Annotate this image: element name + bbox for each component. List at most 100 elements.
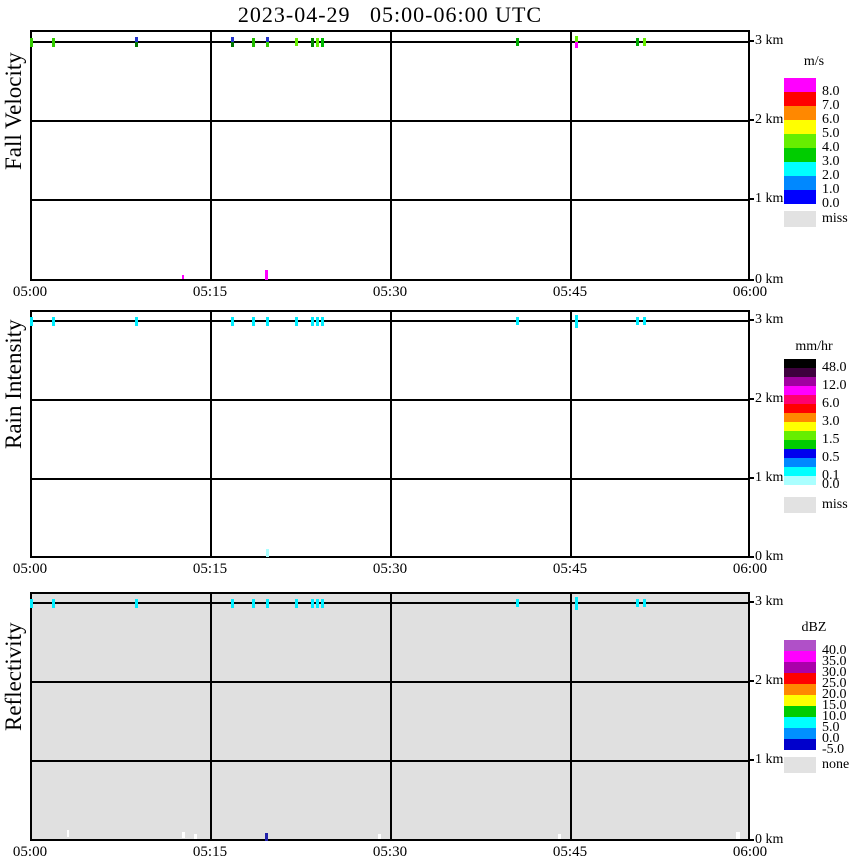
x-axis-tick-label: 05:15 <box>192 284 228 300</box>
colorbar-missing-label: miss <box>822 497 848 512</box>
data-mark <box>316 599 319 608</box>
colorbar-tick-label: 15.0 <box>822 698 847 713</box>
horizontal-gridline <box>32 602 748 604</box>
colorbar-band <box>784 651 816 662</box>
colorbar-tick-label: 5.0 <box>822 720 840 735</box>
data-mark <box>636 317 639 325</box>
data-mark <box>575 597 578 610</box>
colorbar-band <box>784 92 816 106</box>
colorbar-band <box>784 395 816 404</box>
colorbar-missing-label: none <box>822 757 850 772</box>
colorbar-band <box>784 422 816 431</box>
colorbar-missing-band <box>784 757 816 773</box>
horizontal-gridline <box>32 760 748 762</box>
data-mark <box>636 38 639 46</box>
data-mark <box>135 599 138 608</box>
colorbar-band <box>784 386 816 395</box>
colorbar-tick-label: 5.0 <box>822 126 840 141</box>
data-mark <box>311 38 314 47</box>
vertical-gridline <box>210 32 212 279</box>
x-axis-tick-label: 05:00 <box>12 561 48 577</box>
vertical-gridline <box>570 312 572 556</box>
y-axis-tick <box>750 319 754 321</box>
data-mark <box>135 317 138 326</box>
x-axis-tick-label: 05:30 <box>372 561 408 577</box>
y-axis-tick-label: 3 km <box>755 594 784 609</box>
horizontal-gridline <box>32 41 748 43</box>
colorbar-tick-label: 1.0 <box>822 182 840 197</box>
colorbar-band <box>784 176 816 190</box>
colorbar-tick-label: 25.0 <box>822 676 847 691</box>
data-mark <box>52 317 55 326</box>
data-mark <box>52 599 55 608</box>
colorbar-tick-label: 3.0 <box>822 154 840 169</box>
colorbar-tick-label: 48.0 <box>822 360 847 375</box>
colorbar-tick-label: 7.0 <box>822 98 840 113</box>
data-mark <box>252 317 255 326</box>
data-mark <box>266 37 269 47</box>
x-axis-tick-label: 06:00 <box>732 284 768 300</box>
colorbar-band <box>784 706 816 717</box>
x-axis-tick-label: 06:00 <box>732 561 768 577</box>
y-axis-tick-label: 3 km <box>755 312 784 327</box>
data-mark <box>266 599 269 608</box>
vertical-gridline <box>390 594 392 839</box>
data-mark <box>30 38 33 47</box>
x-axis-tick-label: 06:00 <box>732 844 768 860</box>
data-mark <box>295 38 298 46</box>
colorbar-tick-label: 40.0 <box>822 643 847 658</box>
colorbar-missing-band <box>784 497 816 513</box>
colorbar-tick-label: 35.0 <box>822 654 847 669</box>
horizontal-gridline <box>32 120 748 122</box>
colorbar-band <box>784 458 816 467</box>
x-axis-tick-label: 05:15 <box>192 844 228 860</box>
data-mark <box>265 270 268 280</box>
x-axis-tick-label: 05:00 <box>12 844 48 860</box>
colorbar-band <box>784 684 816 695</box>
colorbar-tick-label: 1.5 <box>822 432 840 447</box>
data-mark <box>30 599 33 608</box>
panel-fall-velocity <box>30 30 750 281</box>
colorbar-tick-label: 2.0 <box>822 168 840 183</box>
data-mark <box>295 599 298 608</box>
y-axis-tick-label: 2 km <box>755 391 784 406</box>
data-mark <box>558 834 561 839</box>
y-axis-tick-label: 0 km <box>755 832 784 847</box>
colorbar-tick-label: 6.0 <box>822 112 840 127</box>
data-mark <box>252 599 255 608</box>
y-axis-tick <box>750 119 754 121</box>
colorbar-tick-label: 0.0 <box>822 196 840 211</box>
y-axis-tick-label: 2 km <box>755 112 784 127</box>
x-axis-tick-label: 05:30 <box>372 284 408 300</box>
horizontal-gridline <box>32 478 748 480</box>
x-axis-tick-label: 05:45 <box>552 284 588 300</box>
colorbar-band <box>784 120 816 134</box>
horizontal-gridline <box>32 320 748 322</box>
y-axis-tick <box>750 601 754 603</box>
colorbar-band <box>784 431 816 440</box>
data-mark <box>231 599 234 608</box>
colorbar-rain-intensity <box>784 359 816 485</box>
data-mark <box>736 832 740 839</box>
colorbar-tick-label: 8.0 <box>822 84 840 99</box>
colorbar-band <box>784 695 816 706</box>
data-mark <box>516 38 519 46</box>
colorbar-band <box>784 413 816 422</box>
panel-title-reflectivity: Reflectivity <box>1 622 26 731</box>
y-axis-tick-label: 1 km <box>755 752 784 767</box>
colorbar-band <box>784 739 816 750</box>
data-mark <box>52 38 55 47</box>
data-mark <box>67 830 69 837</box>
data-mark <box>575 315 578 328</box>
colorbar-band <box>784 662 816 673</box>
colorbar-band <box>784 377 816 386</box>
colorbar-title-ms: m/s <box>803 54 825 69</box>
x-axis-tick-label: 05:15 <box>192 561 228 577</box>
colorbar-band <box>784 78 816 92</box>
data-mark <box>516 317 519 325</box>
vertical-gridline <box>210 594 212 839</box>
data-mark <box>321 38 324 47</box>
data-mark <box>316 317 319 326</box>
data-mark <box>231 37 234 47</box>
colorbar-tick-label: 0.1 <box>822 468 840 483</box>
